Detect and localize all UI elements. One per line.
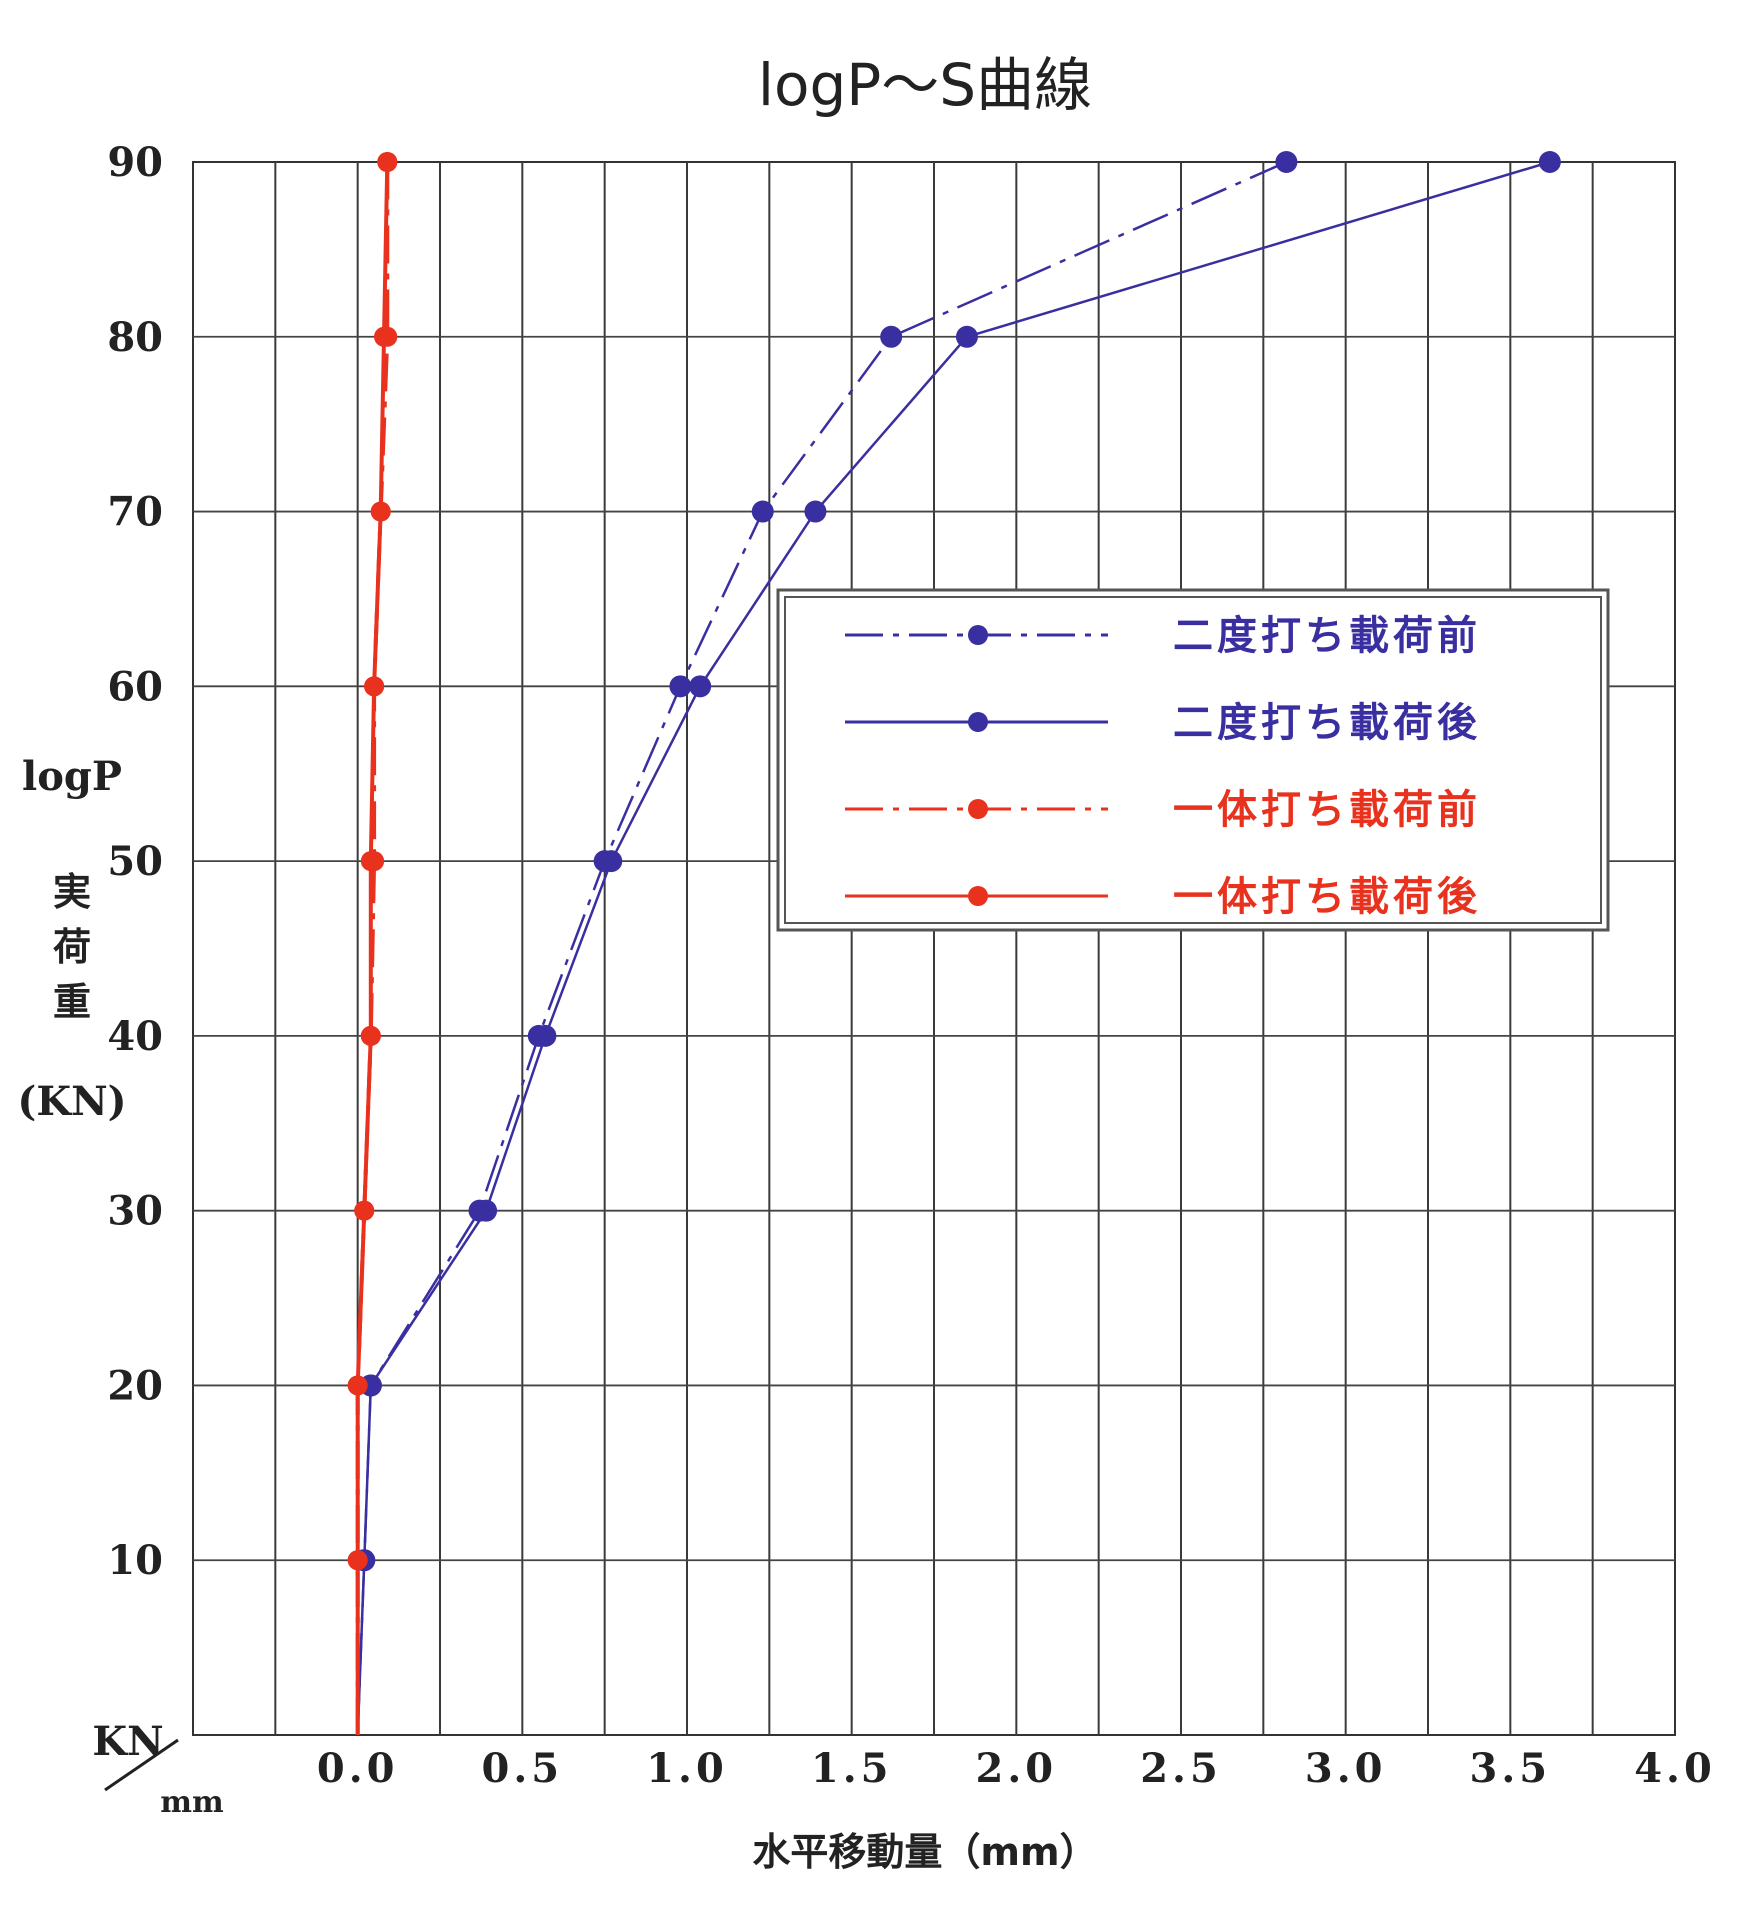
series-line [356,160,1287,1736]
y-axis-label-char-3: 重 [53,980,91,1024]
legend-frame-outer [776,588,1610,932]
x-tick-label: 0.0 [317,1745,399,1792]
y-tick-label: 50 [107,838,163,885]
legend-swatch-marker [968,886,988,906]
data-point [804,500,827,523]
legend-frame-inner [784,596,1602,924]
data-point [347,1375,368,1396]
data-point [377,152,398,172]
x-tick-label: 2.5 [1140,1745,1222,1792]
legend-entry-label: 二度打ち載荷後 [1173,700,1481,746]
y-tick-label: 60 [107,663,163,710]
chart-title: logP～S曲線 [758,51,1092,119]
series-line [355,161,390,1735]
x-tick-label: 0.5 [482,1745,564,1792]
x-tick-label: 3.5 [1470,1745,1552,1792]
data-point [374,326,395,347]
data-point [347,1550,368,1571]
series-2 [353,151,1561,1736]
y-tick-label: 80 [107,314,163,361]
y-axis-label-char-2: 荷 [53,925,91,969]
x-tick-labels: 0.0 0.5 1.0 1.5 2.0 2.5 3.0 3.5 4.0 [317,1745,1716,1792]
legend-swatch-marker [968,799,988,819]
data-point [475,1199,498,1222]
x-tick-label: 4.0 [1634,1745,1716,1792]
y-tick-labels: 10 20 30 40 50 60 70 80 90 [107,139,163,1584]
series-layer [347,151,1561,1736]
y-tick-label: 70 [107,489,163,536]
y-tick-label: 90 [107,139,163,186]
y-tick-label: 30 [107,1188,163,1235]
x-tick-label: 1.5 [811,1745,893,1792]
x-tick-label: 2.0 [976,1745,1058,1792]
data-point [534,1024,557,1047]
data-point [354,1200,375,1221]
data-point [600,850,623,873]
data-point [955,325,978,348]
y-tick-label: 10 [107,1537,163,1584]
series-1 [353,151,1298,1736]
data-point [751,500,774,523]
legend-entry-label: 一体打ち載荷前 [1173,787,1481,833]
y-tick-label: 20 [107,1362,163,1409]
data-point [370,501,391,522]
data-point [669,675,692,698]
legend-entry-label: 一体打ち載荷後 [1173,874,1481,920]
corner-unit-slash [104,1738,179,1792]
series-line [356,160,1551,1736]
x-tick-label: 1.0 [646,1745,728,1792]
legend-swatch-marker [968,625,988,645]
grid-layer [192,161,1676,1736]
y-tick-label: 40 [107,1013,163,1060]
y-axis-label-unit: (KN) [17,1078,126,1125]
x-tick-label: 3.0 [1305,1745,1387,1792]
y-axis-label-char-1: 実 [53,870,91,914]
legend-swatch-marker [968,712,988,732]
corner-unit-mm: mm [160,1785,224,1820]
data-point [360,1025,381,1046]
data-point [360,851,381,872]
series-4 [347,152,398,1735]
legend-entry-label: 二度打ち載荷前 [1173,613,1481,659]
data-point [689,675,712,698]
data-point [1275,151,1298,173]
x-axis-label: 水平移動量（mm） [752,1830,1097,1874]
data-point [1538,151,1561,173]
data-point [880,325,903,348]
y-axis-label-logp: logP [22,753,122,800]
data-point [364,676,385,697]
